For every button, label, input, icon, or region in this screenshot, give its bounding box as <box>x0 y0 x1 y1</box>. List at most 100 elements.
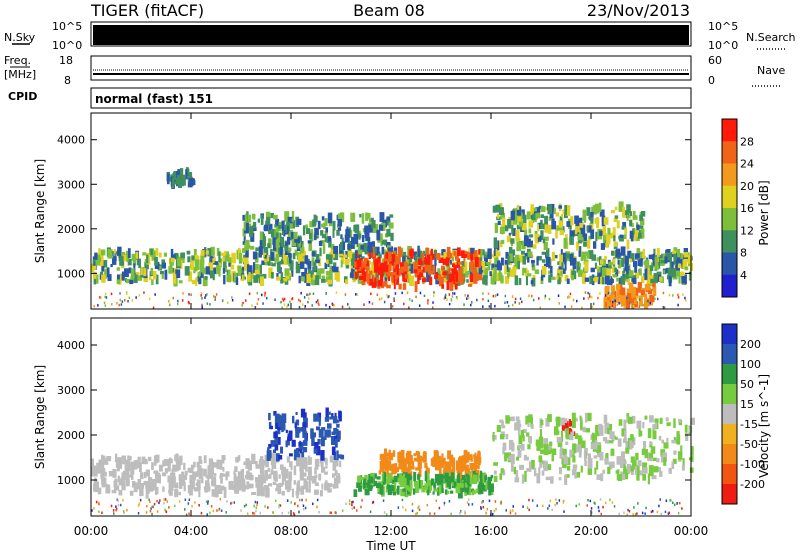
heatmap-cell <box>259 511 262 515</box>
heatmap-cell <box>434 451 439 461</box>
heatmap-cell <box>382 281 385 286</box>
heatmap-cell <box>528 294 530 298</box>
heatmap-cell <box>667 512 670 515</box>
heatmap-cell <box>189 474 193 484</box>
heatmap-cell <box>250 226 254 230</box>
heatmap-cell <box>241 304 243 307</box>
heatmap-cell <box>444 489 448 495</box>
heatmap-cell <box>390 464 395 472</box>
heatmap-cell <box>184 508 186 511</box>
heatmap-cell <box>631 442 634 448</box>
heatmap-cell <box>511 295 514 298</box>
heatmap-cell <box>110 264 113 268</box>
heatmap-cell <box>102 260 108 268</box>
heatmap-cell <box>606 268 611 280</box>
heatmap-cell <box>256 292 258 295</box>
heatmap-cell <box>484 277 488 286</box>
heatmap-cell <box>333 262 337 267</box>
heatmap-cell <box>105 488 111 494</box>
heatmap-cell <box>602 469 605 474</box>
heatmap-cell <box>347 303 349 306</box>
heatmap-cell <box>416 511 418 515</box>
heatmap-cell <box>368 260 371 265</box>
heatmap-cell <box>401 291 403 295</box>
heatmap-cell <box>523 214 527 223</box>
heatmap-cell <box>264 294 266 297</box>
heatmap-cell <box>604 422 610 434</box>
heatmap-cell <box>380 236 383 246</box>
heatmap-cell <box>487 479 491 490</box>
heatmap-cell <box>200 294 202 297</box>
heatmap-cell <box>348 227 351 238</box>
heatmap-cell <box>163 501 165 505</box>
heatmap-cell <box>474 263 477 274</box>
heatmap-cell <box>583 216 587 223</box>
heatmap-cell <box>237 478 242 483</box>
heatmap-cell <box>561 262 564 268</box>
heatmap-cell <box>490 254 495 258</box>
time-x-axis: 00:00 04:00 08:00 12:00 16:00 20:00 00:00 <box>74 113 708 538</box>
heatmap-cell <box>658 255 662 265</box>
heatmap-cell <box>604 458 609 465</box>
heatmap-cell <box>339 460 342 467</box>
heatmap-cell <box>422 266 425 273</box>
heatmap-cell <box>333 458 339 467</box>
heatmap-cell <box>184 266 190 276</box>
heatmap-cell <box>190 488 193 496</box>
heatmap-cell <box>460 275 465 280</box>
heatmap-cell <box>565 441 569 445</box>
heatmap-cell <box>358 258 363 267</box>
heatmap-cell <box>560 249 563 255</box>
heatmap-cell <box>321 436 325 447</box>
heatmap-cell <box>194 268 198 272</box>
heatmap-cell <box>126 462 129 474</box>
heatmap-cell <box>414 483 420 493</box>
heatmap-cell <box>240 509 242 512</box>
heatmap-cell <box>547 507 549 510</box>
heatmap-cell <box>623 511 625 514</box>
heatmap-cell <box>500 434 505 440</box>
heatmap-cell <box>158 252 162 258</box>
heatmap-cell <box>113 480 118 488</box>
heatmap-cell <box>244 257 249 265</box>
heatmap-cell <box>516 423 522 428</box>
heatmap-cell <box>238 252 243 263</box>
heatmap-cell <box>658 504 660 508</box>
heatmap-cell <box>416 451 421 462</box>
heatmap-cell <box>289 261 294 271</box>
heatmap-cell <box>305 461 308 472</box>
heatmap-cell <box>623 210 629 216</box>
heatmap-cell <box>162 262 166 269</box>
heatmap-cell <box>245 458 250 469</box>
heatmap-cell <box>484 267 488 279</box>
heatmap-cell <box>180 252 185 259</box>
heatmap-cell <box>438 257 444 263</box>
heatmap-cell <box>649 441 652 446</box>
heatmap-cell <box>105 296 108 299</box>
heatmap-cell <box>265 211 271 222</box>
heatmap-cell <box>241 274 244 282</box>
heatmap-cell <box>181 174 186 186</box>
heatmap-cell <box>242 257 247 263</box>
heatmap-cell <box>298 442 302 446</box>
heatmap-cell <box>93 507 95 510</box>
heatmap-cell <box>426 467 430 474</box>
heatmap-cell <box>544 215 548 225</box>
nsearch-tick-top: 10^5 <box>708 20 738 33</box>
heatmap-cell <box>625 261 629 271</box>
heatmap-cell <box>470 303 472 307</box>
heatmap-cell <box>201 297 203 300</box>
heatmap-cell <box>276 453 280 462</box>
heatmap-cell <box>418 468 422 477</box>
heatmap-cell <box>259 264 262 274</box>
heatmap-cell <box>562 448 565 456</box>
heatmap-cell <box>534 269 540 274</box>
heatmap-cell <box>579 230 583 240</box>
heatmap-cell <box>335 291 338 294</box>
heatmap-cell <box>336 423 340 428</box>
heatmap-cell <box>598 202 602 212</box>
heatmap-cell <box>258 253 262 258</box>
heatmap-cell <box>575 223 578 235</box>
heatmap-cell <box>403 302 405 306</box>
